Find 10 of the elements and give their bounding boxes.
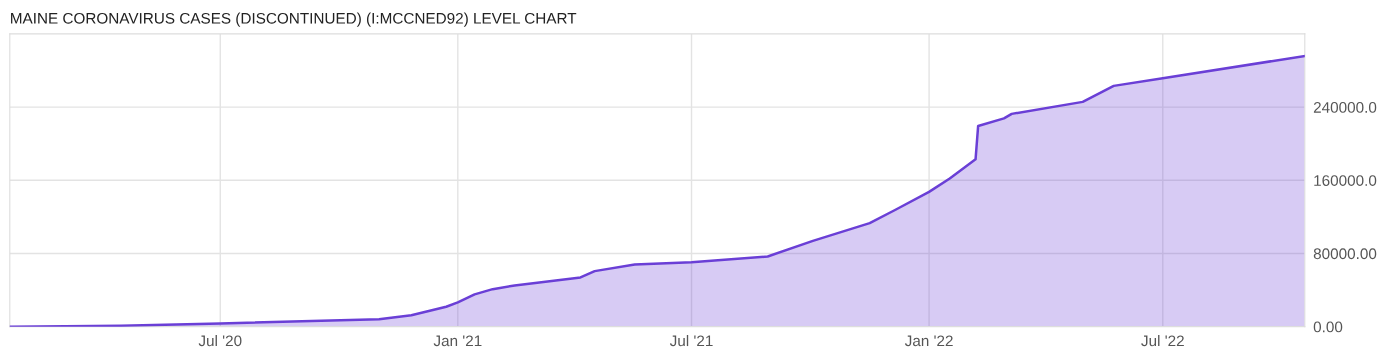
x-tick-label: Jul '20 xyxy=(198,334,242,347)
y-tick-label: 240000.0 xyxy=(1313,101,1377,113)
y-tick-label: 160000.0 xyxy=(1314,175,1377,186)
x-tick-label: Jul '22 xyxy=(1141,334,1184,347)
y-tick-label: 0.00 xyxy=(1313,321,1343,333)
x-tick-label: Jul '21 xyxy=(669,334,713,347)
x-tick-label: Jan '22 xyxy=(904,335,953,347)
chart-title: MAINE CORONAVIRUS CASES (DISCONTINUED) (I:MCCNED92) LEVEL CHART xyxy=(11,12,577,27)
y-tick-label: 80000.00 xyxy=(1313,248,1377,260)
x-tick-label: Jan '21 xyxy=(433,335,482,347)
